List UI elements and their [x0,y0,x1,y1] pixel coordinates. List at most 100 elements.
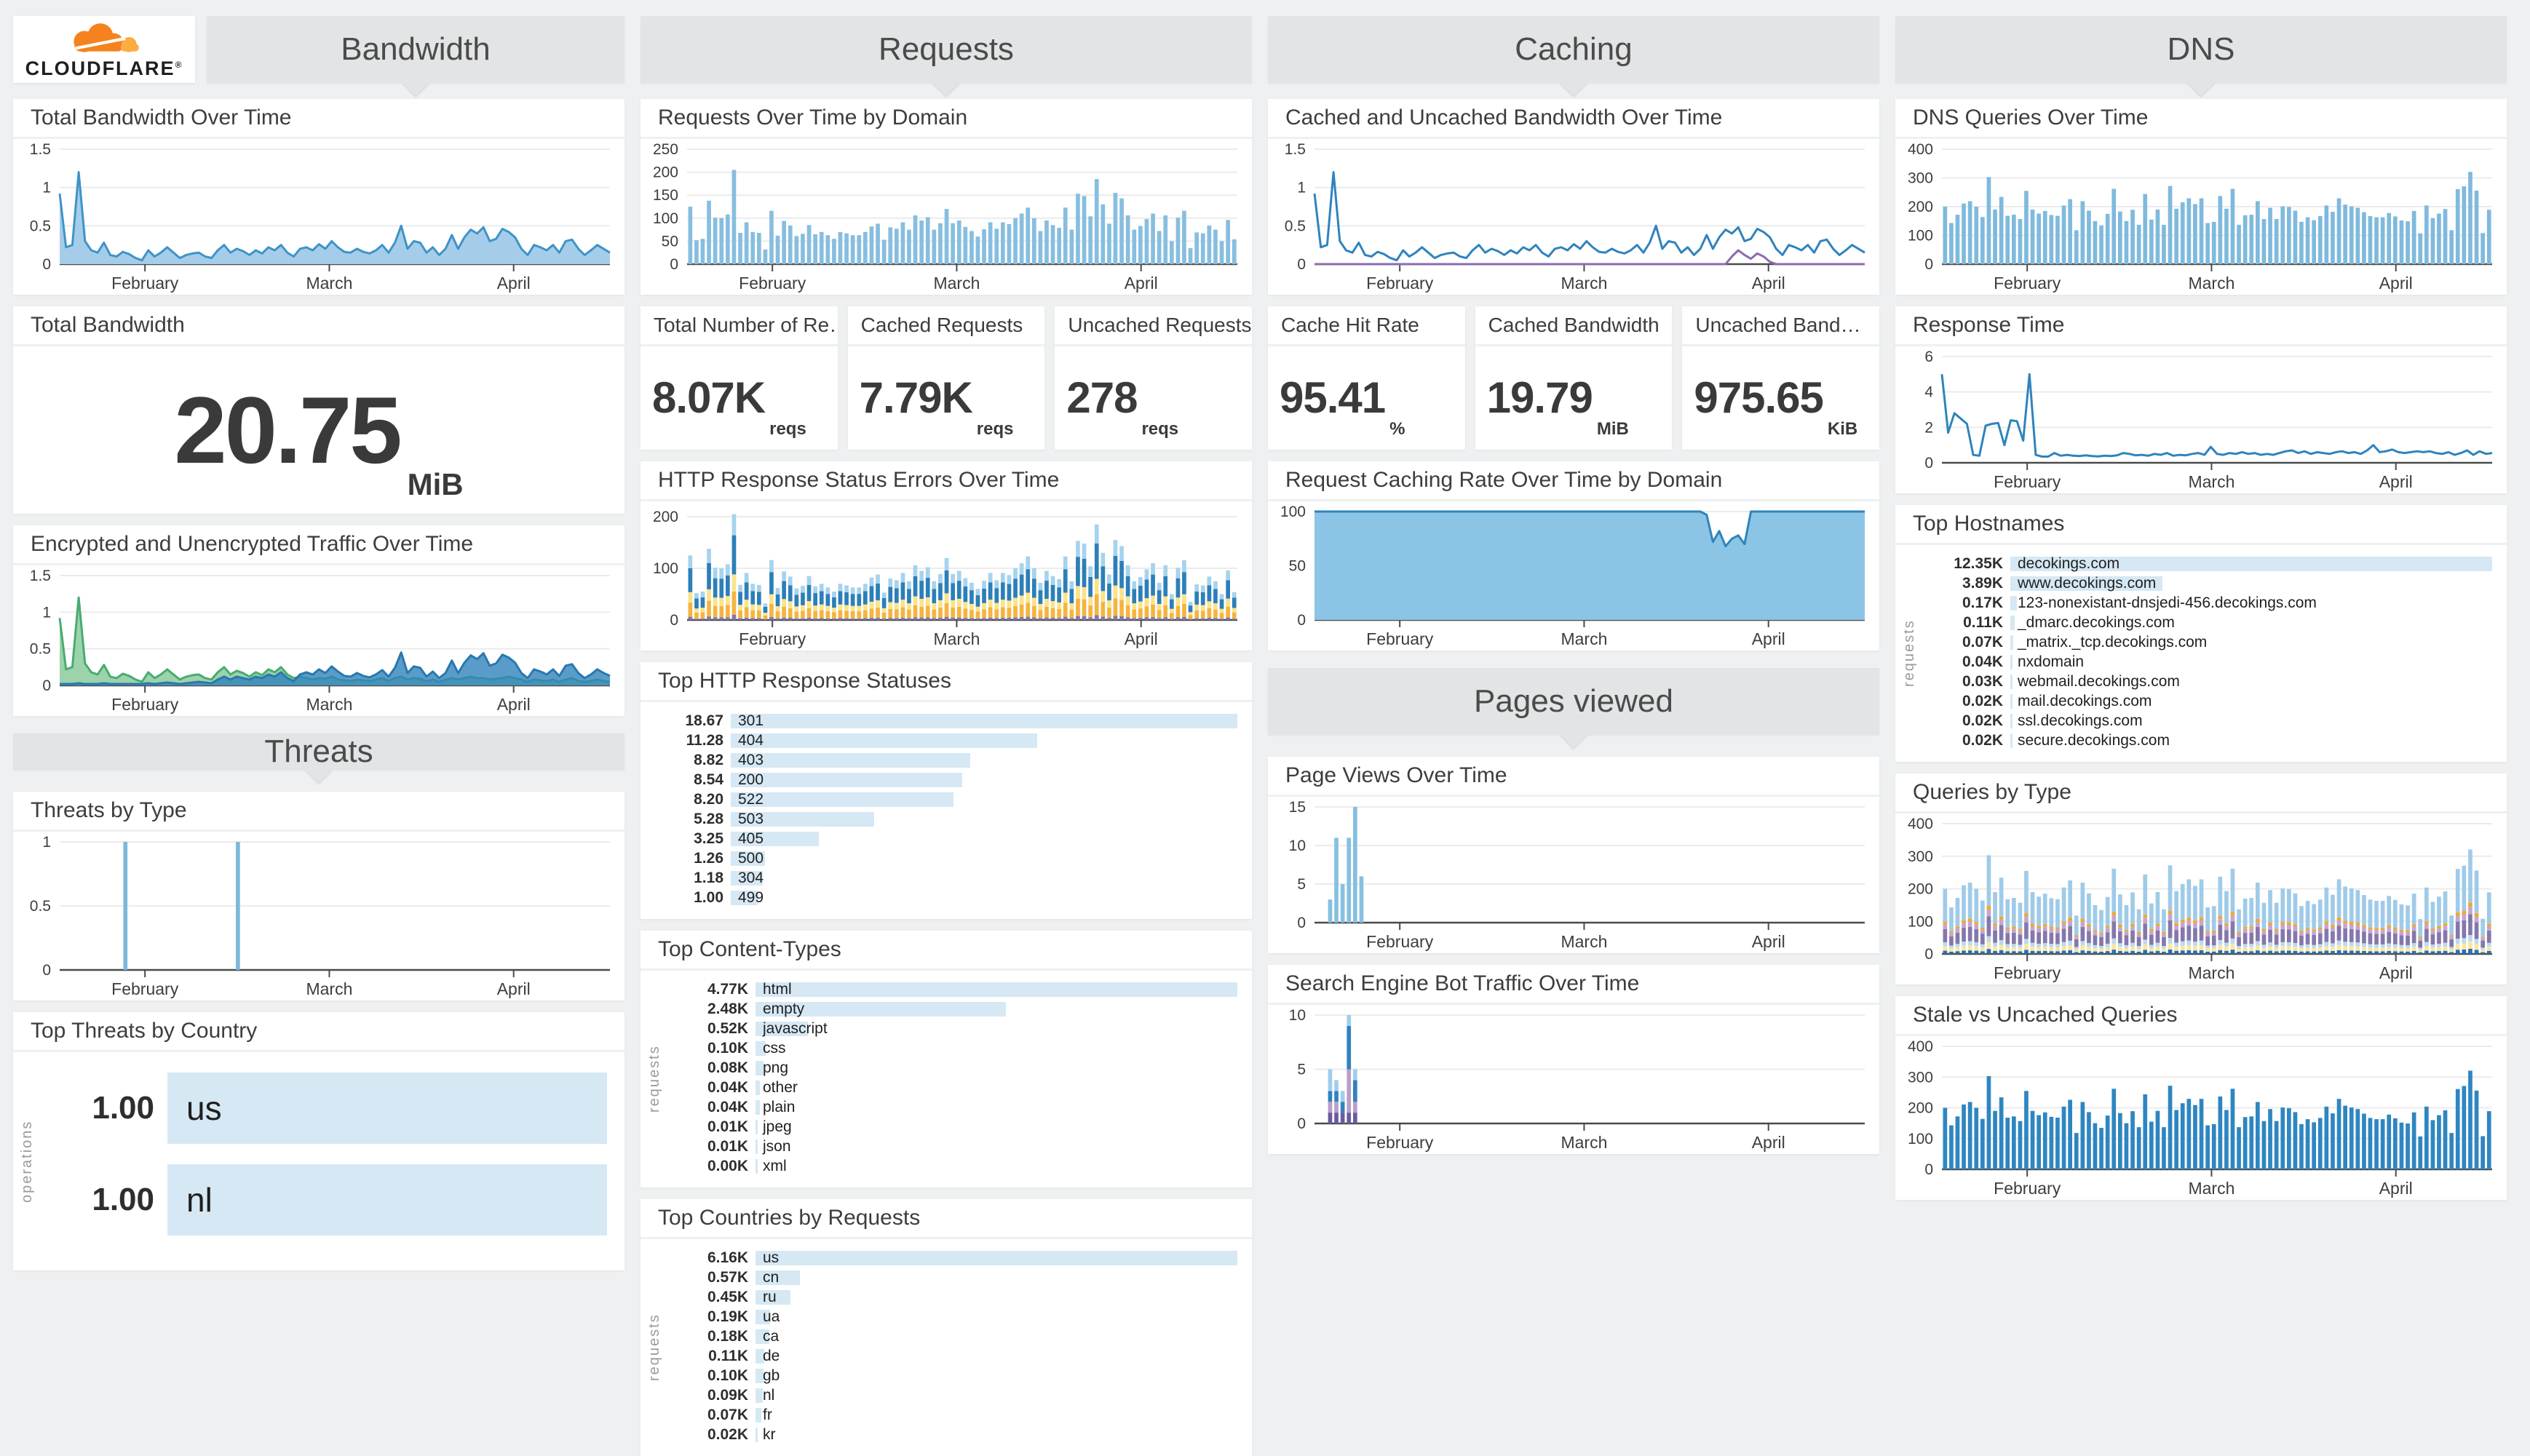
top-threats-by-country-list: 1.00 us 1.00 nl operations [13,1052,624,1270]
list-item-value: 0.17K [1962,594,2003,611]
list-item: 5.28 503 [648,811,1237,828]
list-item-value: 3.25 [694,830,723,847]
section-header-caching[interactable]: Caching [1268,16,1879,96]
list-item-value: 0.02K [1962,693,2003,709]
list-item-label: _matrix._tcp.decokings.com [2018,634,2208,651]
card-title: Cached Bandwidth [1475,306,1673,346]
top-countries-list: 6.16K us 0.57K cn 0.45K ru 0.19K ua 0.18K ca 0.11K… [641,1239,1252,1456]
list-item-bar: kr [756,1426,1237,1443]
list-item: 0.10K gb [673,1367,1237,1385]
list-item: 0.03K webmail.decokings.com [1927,673,2492,691]
svg-text:1: 1 [42,180,51,196]
list-item-label: jpeg [763,1118,792,1135]
list-item-value: 18.67 [685,712,723,729]
list-item-bar: html [756,981,1237,998]
list-item-bar: xml [756,1158,1237,1174]
top-statuses-list: 18.67 301 11.28 404 8.82 403 8.54 200 8.20 522 5.2… [641,702,1252,919]
svg-text:300: 300 [1908,1069,1933,1086]
card-title: Top HTTP Response Statuses [641,662,1252,702]
list-item-value: 0.02K [1962,712,2003,729]
list-item: 8.54 200 [648,771,1237,789]
list-item-value: 6.16K [707,1249,748,1266]
axis-unit-label: requests [1901,619,1917,688]
list-item-bar: ssl.decokings.com [2010,712,2492,729]
list-item-label: nl [763,1387,775,1404]
card-cached-requests: Cached Requests 7.79K reqs [847,306,1045,450]
stat-value: 975.65 [1694,373,1824,422]
card-title: Queries by Type [1895,773,2507,813]
list-item: 0.17K 123-nonexistant-dnsjedi-456.decokin… [1927,594,2492,612]
section-header-requests[interactable]: Requests [641,16,1252,96]
section-header-threats[interactable]: Threats [13,733,624,783]
list-item-label: cn [763,1269,780,1286]
stat-unit: % [1389,419,1405,439]
list-item: 1.00 499 [648,889,1237,907]
card-cached-uncached-bandwidth: Cached and Uncached Bandwidth Over Time … [1268,99,1879,295]
card-queries-by-type: Queries by Type 0 100 200 300 400 February Mar… [1895,773,2507,984]
card-title: Cached and Uncached Bandwidth Over Time [1268,99,1879,139]
list-item: 1.26 500 [648,850,1237,867]
list-item-bar: webmail.decokings.com [2010,673,2492,690]
svg-text:1: 1 [1297,180,1306,196]
column-bandwidth: CLOUDFLARE® Bandwidth Total Bandwidth Ov… [13,16,624,1270]
card-title: Top Content-Types [641,931,1252,971]
svg-text:400: 400 [1908,816,1933,832]
list-item-label: mail.decokings.com [2018,693,2152,709]
card-title: Stale vs Uncached Queries [1895,996,2507,1036]
list-item-value: 1.00 [694,889,723,906]
cloudflare-logo[interactable]: CLOUDFLARE® [13,16,195,83]
list-item-value: 0.07K [707,1407,748,1423]
list-item-bar: 304 [731,870,1237,886]
list-item-label: 123-nonexistant-dnsjedi-456.decokings.co… [2018,594,2317,611]
svg-text:April: April [1752,629,1785,648]
list-item-value: 0.07K [1962,634,2003,651]
card-title: Cache Hit Rate [1268,306,1465,346]
svg-text:400: 400 [1908,1038,1933,1055]
list-item-value: 8.54 [694,771,723,788]
svg-text:0: 0 [1924,1161,1933,1178]
section-header-bandwidth[interactable]: Bandwidth [207,16,624,96]
list-item: 11.28 404 [648,732,1237,749]
svg-text:March: March [2188,963,2234,982]
svg-text:0: 0 [42,256,51,273]
column-dns: DNS DNS Queries Over Time 0 100 200 300 400 F… [1895,16,2507,1244]
svg-text:0: 0 [1924,256,1933,273]
card-total-bandwidth: Total Bandwidth 20.75 MiB [13,306,624,514]
tab-notch [932,82,960,96]
list-item-label: decokings.com [2018,555,2120,572]
dns-header-row: DNS [1895,16,2507,96]
svg-text:April: April [497,274,531,293]
svg-text:300: 300 [1908,170,1933,187]
section-header-label: Bandwidth [341,31,491,67]
card-title: Total Bandwidth Over Time [13,99,624,139]
card-total-requests: Total Number of Re… 8.07K reqs [641,306,838,450]
svg-text:March: March [306,695,352,714]
list-item-label: 405 [738,830,764,847]
svg-text:200: 200 [1908,199,1933,215]
section-header-pages-viewed[interactable]: Pages viewed [1268,668,1879,748]
list-item-bar: cn [756,1269,1237,1286]
list-item-label: empty [763,1000,805,1017]
list-item-value: 0.04K [707,1079,748,1096]
card-response-time: Response Time 0 2 4 6 February March April [1895,306,2507,493]
svg-text:100: 100 [1280,504,1306,520]
section-header-dns[interactable]: DNS [1895,16,2507,96]
svg-text:March: March [1561,1133,1607,1152]
list-item-bar: us [167,1073,607,1144]
svg-text:0: 0 [1297,256,1306,273]
card-title: Encrypted and Unencrypted Traffic Over T… [13,525,624,565]
list-item-bar: gb [756,1367,1237,1384]
list-item: 0.07K fr [673,1407,1237,1424]
svg-text:0: 0 [1297,1115,1306,1132]
list-item-bar: css [756,1040,1237,1057]
svg-text:1.5: 1.5 [1285,141,1306,158]
stale-queries-chart: 0 100 200 300 400 February March April [1895,1036,2507,1200]
list-item-bar: 500 [731,850,1237,867]
cloudflare-wordmark: CLOUDFLARE® [25,57,183,79]
list-item-bar: json [756,1138,1237,1155]
list-item-value: 0.02K [707,1426,748,1443]
requests-header-row: Requests [641,16,1252,96]
requests-stat-row: Total Number of Re… 8.07K reqs Cached Re… [641,306,1253,450]
analytics-dashboard: CLOUDFLARE® Bandwidth Total Bandwidth Ov… [13,16,2507,1456]
svg-text:50: 50 [1289,558,1306,575]
